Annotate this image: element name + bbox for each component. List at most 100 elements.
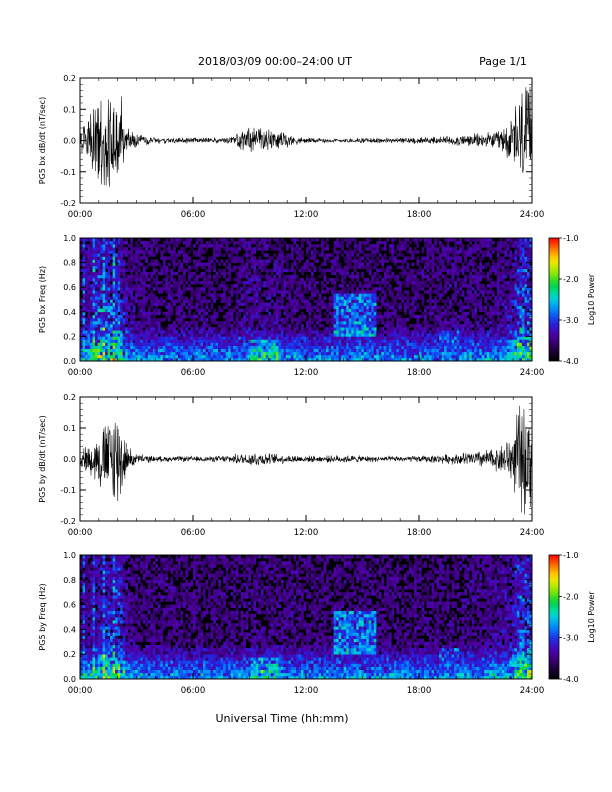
spectrogram-cell — [436, 277, 440, 282]
spectrogram-cell — [215, 336, 219, 340]
spectrogram-cell — [321, 244, 324, 248]
spectrogram-cell — [403, 256, 407, 260]
spectrogram-cell — [167, 305, 171, 310]
spectrogram-cell — [260, 339, 264, 343]
spectrogram-cell — [152, 357, 156, 362]
spectrogram-cell — [449, 321, 452, 325]
spectrogram-cell — [358, 299, 362, 303]
spectrogram-cell — [328, 268, 332, 273]
spectrogram-cell — [165, 290, 169, 294]
spectrogram-cell — [333, 314, 337, 319]
spectrogram-cell — [323, 345, 327, 350]
spectrogram-cell — [449, 259, 452, 263]
spectrogram-cell — [459, 308, 462, 313]
spectrogram-cell — [308, 268, 312, 273]
spectrogram-cell — [424, 274, 427, 279]
spectrogram-cell — [250, 317, 254, 322]
spectrogram-cell — [331, 305, 334, 310]
spectrogram-cell — [280, 333, 284, 337]
spectrogram-cell — [326, 336, 329, 340]
spectrogram-cell — [100, 271, 103, 276]
spectrogram-cell — [253, 256, 257, 260]
spectrogram-cell — [193, 250, 196, 254]
spectrogram-cell — [341, 296, 344, 300]
spectrogram-cell — [238, 348, 242, 353]
spectrogram-cell — [205, 354, 209, 359]
spectrogram-cell — [368, 290, 372, 294]
spectrogram-cell — [245, 268, 249, 273]
spectrogram-cell — [393, 348, 397, 353]
spectrogram-cell — [398, 247, 402, 251]
spectrogram-cell — [366, 287, 370, 291]
spectrogram-cell — [303, 305, 307, 310]
spectrogram-cell — [326, 342, 329, 346]
spectrogram-cell — [323, 339, 327, 343]
spectrogram-cell — [311, 296, 314, 300]
spectrogram-cell — [238, 324, 242, 328]
spectrogram-cell — [255, 271, 259, 276]
spectrogram-cell — [368, 268, 372, 273]
spectrogram-cell — [112, 253, 116, 257]
spectrogram-cell — [396, 321, 400, 325]
spectrogram-cell — [190, 247, 194, 251]
spectrogram-cell — [421, 277, 425, 282]
spectrogram-cell — [198, 311, 201, 316]
spectrogram-cell — [413, 284, 417, 288]
spectrogram-cell — [157, 302, 161, 306]
spectrogram-cell — [253, 327, 257, 331]
spectrogram-cell — [328, 324, 332, 328]
spectrogram-cell — [391, 305, 395, 310]
spectrogram-cell — [85, 339, 88, 343]
spectrogram-cell — [220, 296, 224, 300]
spectrogram-cell — [444, 345, 447, 350]
spectrogram-cell — [167, 351, 171, 356]
spectrogram-cell — [353, 339, 357, 343]
spectrogram-cell — [172, 253, 176, 257]
spectrogram-cell — [449, 302, 452, 306]
spectrogram-cell — [424, 241, 427, 245]
spectrogram-cell — [142, 311, 146, 316]
spectrogram-cell — [295, 281, 299, 285]
spectrogram-cell — [230, 351, 234, 356]
spectrogram-cell — [82, 348, 86, 353]
spectrogram-cell — [170, 305, 174, 310]
spectrogram-cell — [426, 348, 430, 353]
spectrogram-cell — [185, 348, 189, 353]
spectrogram-cell — [175, 262, 179, 266]
spectrogram-cell — [198, 287, 201, 291]
spectrogram-cell — [233, 259, 236, 263]
spectrogram-cell — [338, 293, 342, 297]
spectrogram-cell — [426, 259, 430, 263]
spectrogram-cell — [82, 277, 86, 282]
spectrogram-cell — [245, 345, 249, 350]
spectrogram-cell — [373, 333, 377, 337]
spectrogram-cell — [90, 250, 93, 254]
spectrogram-cell — [298, 281, 302, 285]
spectrogram-cell — [140, 311, 144, 316]
spectrogram-cell — [85, 271, 88, 276]
spectrogram-cell — [187, 354, 191, 359]
spectrogram-cell — [378, 268, 382, 273]
spectrogram-cell — [120, 308, 123, 313]
spectrogram-cell — [140, 333, 144, 337]
spectrogram-cell — [190, 287, 194, 291]
spectrogram-cell — [341, 302, 344, 306]
spectrogram-cell — [338, 308, 342, 313]
spectrogram-cell — [85, 305, 88, 310]
spectrogram-cell — [253, 305, 257, 310]
spectrogram-cell — [107, 314, 111, 319]
spectrogram-cell — [203, 256, 206, 260]
spectrogram-cell — [112, 354, 116, 359]
spectrogram-cell — [193, 348, 196, 353]
spectrogram-cell — [273, 287, 277, 291]
spectrogram-cell — [198, 238, 201, 242]
spectrogram-cell — [278, 299, 282, 303]
spectrogram-cell — [130, 336, 134, 340]
spectrogram-cell — [353, 308, 357, 313]
spectrogram-cell — [253, 268, 257, 273]
spectrogram-cell — [371, 290, 375, 294]
spectrogram-cell — [243, 354, 247, 359]
spectrogram-cell — [95, 293, 98, 297]
spectrogram-cell — [112, 287, 116, 291]
spectrogram-cell — [300, 281, 304, 285]
